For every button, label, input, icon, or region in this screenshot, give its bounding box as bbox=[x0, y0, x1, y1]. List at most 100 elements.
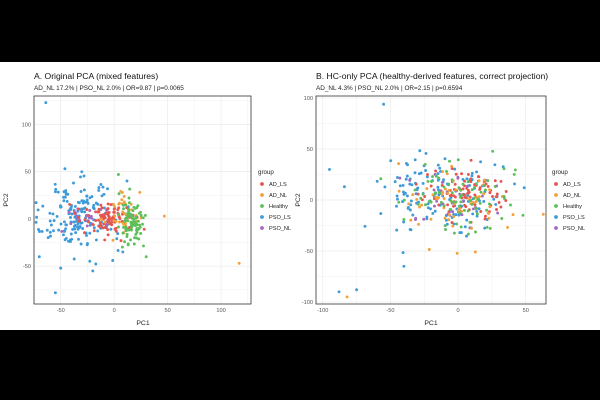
legend-title: group bbox=[258, 169, 274, 176]
point-ad-ls bbox=[106, 202, 110, 206]
point-pso-ls bbox=[34, 201, 38, 205]
point-ad-ls bbox=[83, 218, 87, 222]
point-pso-ls bbox=[413, 158, 417, 162]
point-pso-ls bbox=[436, 172, 440, 176]
point-ad-nl bbox=[441, 170, 444, 174]
point-healthy bbox=[493, 185, 497, 188]
point-pso-ls bbox=[101, 185, 105, 189]
point-pso-ls bbox=[85, 194, 89, 198]
point-pso-ls bbox=[86, 241, 89, 245]
point-ad-nl bbox=[162, 214, 166, 218]
point-pso-nl bbox=[75, 214, 79, 218]
point-healthy bbox=[426, 179, 430, 183]
point-pso-ls bbox=[48, 219, 52, 223]
point-ad-ls bbox=[83, 231, 86, 235]
point-ad-ls bbox=[107, 210, 111, 214]
point-ad-ls bbox=[77, 207, 81, 211]
point-healthy bbox=[470, 188, 474, 192]
point-pso-ls bbox=[90, 195, 94, 199]
point-ad-ls bbox=[98, 221, 102, 225]
point-healthy bbox=[121, 203, 125, 207]
point-ad-ls bbox=[499, 179, 503, 183]
point-ad-ls bbox=[87, 220, 90, 224]
point-pso-ls bbox=[97, 188, 101, 192]
x-tick-label: -50 bbox=[386, 308, 394, 314]
point-ad-nl bbox=[415, 197, 419, 201]
point-ad-nl bbox=[482, 192, 486, 196]
point-healthy bbox=[488, 226, 492, 230]
point-pso-nl bbox=[440, 180, 444, 184]
point-pso-ls bbox=[69, 232, 73, 236]
legend-key-healthy bbox=[260, 204, 264, 208]
point-ad-nl bbox=[486, 211, 490, 215]
point-pso-ls bbox=[72, 257, 76, 261]
point-ad-ls bbox=[414, 182, 418, 186]
point-ad-nl bbox=[397, 189, 401, 193]
point-pso-ls bbox=[513, 182, 516, 186]
point-pso-nl bbox=[88, 209, 92, 212]
point-pso-ls bbox=[53, 291, 57, 295]
point-ad-ls bbox=[110, 220, 114, 224]
point-pso-nl bbox=[422, 217, 426, 221]
point-ad-ls bbox=[94, 219, 98, 222]
point-ad-ls bbox=[96, 210, 100, 214]
point-ad-nl bbox=[451, 224, 455, 228]
point-ad-ls bbox=[100, 215, 104, 219]
point-pso-ls bbox=[401, 251, 405, 255]
legend-key-pso-ls bbox=[260, 215, 264, 219]
point-pso-ls bbox=[65, 199, 69, 203]
x-tick-label: -100 bbox=[317, 308, 328, 314]
point-healthy bbox=[127, 201, 131, 205]
point-pso-ls bbox=[465, 177, 469, 181]
point-pso-ls bbox=[393, 180, 397, 184]
point-pso-nl bbox=[69, 222, 73, 226]
point-healthy bbox=[458, 195, 462, 199]
point-healthy bbox=[402, 218, 406, 221]
legend-label-pso-ls: PSO_LS bbox=[563, 215, 585, 221]
point-healthy bbox=[462, 208, 466, 212]
point-ad-nl bbox=[407, 202, 411, 206]
point-pso-ls bbox=[426, 206, 430, 210]
point-healthy bbox=[512, 172, 516, 176]
point-ad-nl bbox=[473, 250, 477, 254]
point-healthy bbox=[116, 173, 120, 176]
point-pso-ls bbox=[66, 192, 70, 196]
point-healthy bbox=[130, 213, 134, 217]
point-pso-ls bbox=[55, 214, 59, 218]
point-ad-nl bbox=[488, 188, 492, 192]
point-pso-ls bbox=[436, 185, 440, 189]
point-healthy bbox=[421, 192, 425, 196]
point-pso-nl bbox=[398, 176, 402, 180]
point-ad-nl bbox=[455, 251, 459, 255]
point-ad-ls bbox=[453, 195, 457, 199]
point-healthy bbox=[459, 188, 463, 192]
legend-key-ad-ls bbox=[554, 182, 558, 186]
point-healthy bbox=[459, 225, 463, 229]
point-pso-ls bbox=[53, 182, 57, 186]
point-ad-nl bbox=[237, 261, 241, 265]
point-pso-ls bbox=[84, 200, 87, 204]
legend-key-pso-nl bbox=[554, 226, 558, 230]
point-pso-ls bbox=[483, 226, 487, 230]
point-pso-ls bbox=[445, 222, 449, 226]
point-ad-ls bbox=[109, 203, 113, 207]
point-pso-ls bbox=[396, 176, 399, 179]
point-healthy bbox=[445, 169, 448, 173]
point-healthy bbox=[452, 200, 455, 204]
point-healthy bbox=[127, 210, 131, 214]
point-pso-ls bbox=[85, 233, 88, 237]
point-pso-ls bbox=[401, 183, 405, 187]
point-pso-nl bbox=[460, 213, 464, 217]
point-pso-ls bbox=[383, 185, 387, 189]
point-healthy bbox=[379, 177, 383, 181]
point-pso-ls bbox=[437, 193, 441, 197]
point-healthy bbox=[452, 231, 456, 235]
point-healthy bbox=[123, 225, 127, 229]
point-healthy bbox=[139, 232, 143, 235]
legend-label-healthy: Healthy bbox=[269, 204, 288, 210]
point-healthy bbox=[128, 187, 132, 191]
point-pso-nl bbox=[85, 224, 89, 228]
point-pso-ls bbox=[62, 233, 65, 237]
point-ad-ls bbox=[106, 228, 110, 232]
panel-b-xlabel: PC1 bbox=[424, 320, 437, 327]
